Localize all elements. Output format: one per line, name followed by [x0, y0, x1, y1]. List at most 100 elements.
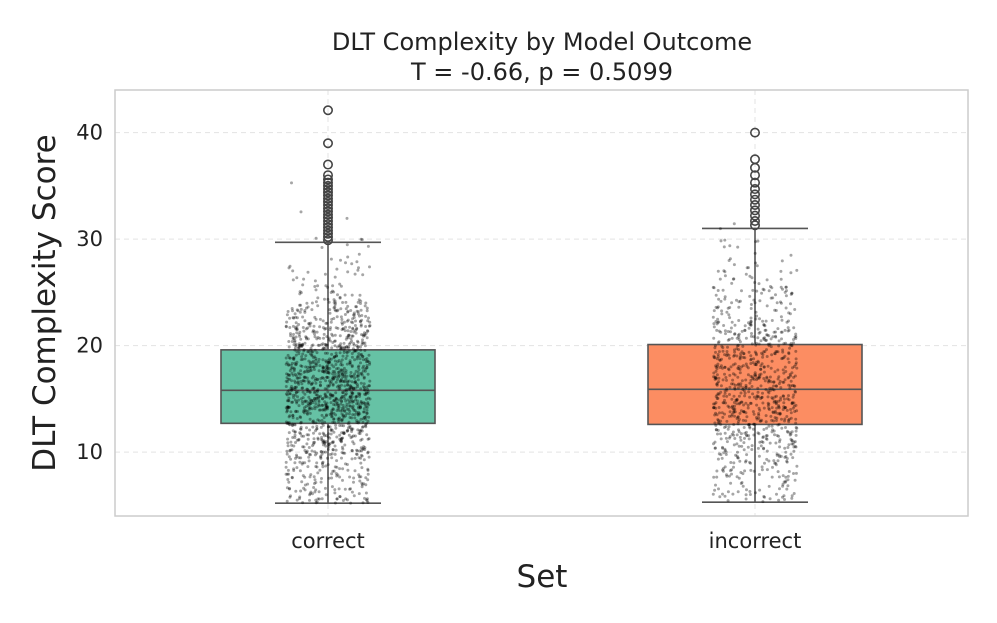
jitter-point [291, 278, 295, 282]
jitter-point [736, 245, 740, 249]
jitter-point [319, 377, 323, 380]
jitter-point [349, 487, 352, 491]
jitter-point [784, 426, 787, 429]
jitter-point [712, 325, 716, 329]
jitter-point [316, 388, 320, 392]
jitter-point [757, 412, 761, 415]
x-axis-ticks: correct incorrect [291, 529, 801, 553]
jitter-point [290, 475, 294, 479]
jitter-point [368, 361, 372, 364]
jitter-point [305, 337, 308, 341]
jitter-point [365, 497, 369, 501]
jitter-point [325, 413, 328, 417]
jitter-point [742, 410, 746, 414]
jitter-point [291, 269, 295, 273]
jitter-point [337, 359, 341, 362]
jitter-point [312, 386, 316, 390]
jitter-point [368, 320, 372, 324]
jitter-point [773, 461, 777, 465]
jitter-point [349, 397, 353, 401]
jitter-point [294, 335, 298, 339]
jitter-point [723, 353, 727, 357]
jitter-point [324, 450, 328, 454]
jitter-point [293, 367, 296, 371]
jitter-point [323, 351, 327, 355]
jitter-point [299, 397, 303, 401]
jitter-point [716, 305, 720, 309]
jitter-point [320, 477, 323, 480]
jitter-point [755, 417, 759, 421]
jitter-point [749, 323, 753, 327]
jitter-point [781, 408, 785, 411]
jitter-point [713, 402, 717, 406]
jitter-point [340, 372, 344, 376]
jitter-point [364, 405, 368, 409]
jitter-point [311, 387, 315, 391]
jitter-point [312, 475, 316, 479]
jitter-point [735, 402, 739, 406]
jitter-point [329, 432, 333, 436]
jitter-point [295, 350, 299, 354]
jitter-point [728, 435, 732, 438]
jitter-point [293, 393, 297, 397]
jitter-point [350, 293, 354, 297]
jitter-point [347, 345, 351, 349]
jitter-point [771, 296, 775, 300]
jitter-point [292, 343, 296, 347]
jitter-point [298, 310, 302, 314]
jitter-point [344, 392, 348, 396]
jitter-point [363, 496, 366, 500]
jitter-point [736, 375, 740, 379]
jitter-point [794, 445, 798, 449]
jitter-point [793, 374, 797, 378]
jitter-point [350, 393, 354, 396]
jitter-point [789, 253, 793, 257]
jitter-point [364, 393, 368, 397]
jitter-point [301, 445, 305, 449]
jitter-point [753, 281, 757, 284]
jitter-point [725, 388, 729, 392]
jitter-point [751, 361, 755, 365]
jitter-point [774, 441, 778, 445]
jitter-point [324, 379, 328, 383]
jitter-point [313, 490, 317, 494]
jitter-point [306, 270, 310, 274]
jitter-point [725, 352, 729, 356]
jitter-point [366, 450, 370, 454]
jitter-point [748, 422, 751, 426]
jitter-point [789, 271, 793, 275]
jitter-point [719, 364, 723, 368]
jitter-point [309, 453, 312, 457]
jitter-point [311, 420, 315, 424]
jitter-point [340, 399, 343, 403]
jitter-point [314, 356, 318, 360]
jitter-point [739, 482, 743, 485]
jitter-point [356, 374, 360, 378]
jitter-point [735, 336, 739, 340]
jitter-point [735, 399, 739, 403]
jitter-point [307, 359, 311, 363]
jitter-point [773, 352, 777, 356]
jitter-point [324, 343, 328, 347]
jitter-point [757, 375, 761, 379]
jitter-point [779, 277, 783, 281]
jitter-point [743, 394, 747, 398]
jitter-point [292, 356, 296, 360]
jitter-point [790, 371, 794, 375]
jitter-point [321, 367, 325, 371]
jitter-point [771, 397, 775, 401]
jitter-point [718, 277, 722, 281]
jitter-point [356, 449, 359, 453]
jitter-point [788, 372, 792, 376]
jitter-point [715, 383, 719, 387]
jitter-point [776, 423, 780, 427]
jitter-point [366, 437, 370, 441]
jitter-point [345, 412, 349, 416]
jitter-point [711, 492, 715, 496]
jitter-point [301, 357, 305, 361]
jitter-point [764, 420, 768, 424]
jitter-point [353, 376, 357, 380]
jitter-point [328, 413, 332, 416]
jitter-point [730, 414, 733, 418]
jitter-point [779, 398, 782, 402]
